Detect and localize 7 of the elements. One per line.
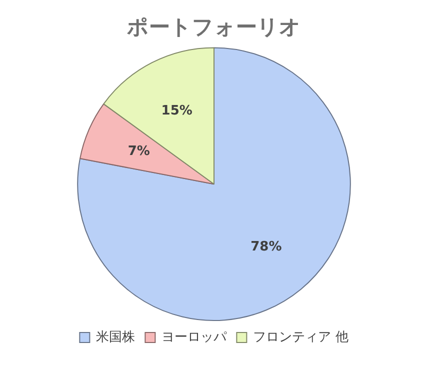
legend-label: 米国株 (96, 330, 136, 345)
data-label: 78% (250, 240, 282, 255)
chart-title: ポートフォーリオ (126, 15, 301, 40)
data-label: 15% (161, 104, 192, 119)
legend-label: フロンティア 他 (253, 330, 348, 345)
legend-label: ヨーロッパ (162, 330, 228, 345)
data-label: 7% (128, 144, 150, 159)
